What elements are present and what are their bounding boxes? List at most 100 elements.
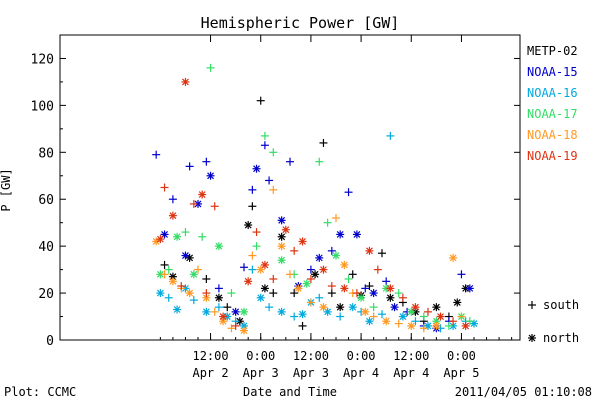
south-point [214, 284, 223, 293]
marker-stroke [315, 254, 323, 262]
south-point [269, 185, 278, 194]
south-point [365, 282, 374, 291]
north-point [336, 230, 345, 239]
north-point [332, 251, 340, 260]
series-noaa-19 [156, 77, 470, 330]
south-point [298, 321, 307, 330]
south-point [394, 289, 403, 298]
north-point [411, 303, 420, 312]
south-point [528, 301, 536, 309]
south-point [327, 289, 336, 298]
south-point [411, 317, 420, 326]
south-point [248, 185, 257, 194]
marker-stroke [353, 230, 361, 238]
marker-stroke [156, 235, 164, 243]
north-point [361, 307, 370, 316]
north-point [390, 303, 399, 312]
north-point [173, 232, 182, 241]
footer-left-label: Plot: CCMC [4, 385, 76, 399]
north-point [336, 303, 345, 312]
marker-stroke [186, 289, 194, 297]
y-tick-label: 40 [38, 240, 54, 255]
marker-stroke [466, 284, 474, 292]
north-point [181, 77, 190, 86]
south-point [252, 228, 261, 237]
chart-title: Hemispheric Power [GW] [201, 14, 400, 32]
south-point [269, 275, 278, 283]
south-point [231, 321, 240, 330]
north-point [240, 326, 248, 335]
x-tick-label-time: 12:00 [393, 349, 429, 363]
legend-north-label: north [543, 331, 579, 345]
north-point [323, 307, 332, 316]
north-point [407, 321, 416, 330]
x-tick-label-date: Apr 2 [192, 366, 228, 380]
marker-stroke [349, 303, 357, 311]
north-point [302, 279, 311, 288]
legend-entry: NOAA-15 [527, 65, 578, 79]
north-point [432, 321, 441, 330]
south-point [323, 218, 332, 227]
north-point [357, 293, 366, 302]
y-tick-label: 100 [31, 99, 54, 114]
marker-stroke [432, 322, 440, 330]
south-point [240, 263, 248, 272]
south-point [260, 131, 269, 140]
south-point [361, 284, 370, 293]
north-point [319, 265, 328, 274]
marker-stroke [240, 327, 248, 335]
south-point [315, 293, 324, 302]
x-tick-label-date: Apr 4 [393, 366, 429, 380]
south-point [449, 317, 458, 326]
south-point [369, 312, 378, 321]
x-tick-label-time: 0:00 [246, 349, 275, 363]
south-point [369, 303, 378, 312]
south-point [327, 246, 336, 255]
marker-stroke [278, 233, 286, 241]
north-point [214, 242, 223, 251]
north-point [252, 164, 261, 173]
plot-axes [59, 34, 521, 341]
marker-stroke [299, 310, 306, 318]
north-point [260, 284, 269, 293]
north-point [202, 307, 211, 316]
south-point [202, 289, 211, 298]
marker-stroke [278, 308, 286, 316]
north-point [198, 190, 207, 199]
south-point [252, 242, 261, 251]
marker-stroke [232, 308, 240, 316]
south-point [194, 265, 202, 274]
legend-entry: NOAA-18 [527, 128, 578, 142]
south-point [214, 303, 223, 312]
marker-stroke [215, 242, 223, 250]
marker-stroke [182, 284, 189, 292]
south-point [286, 270, 294, 279]
south-point [181, 228, 190, 237]
marker-stroke [190, 270, 198, 278]
marker-stroke [386, 284, 394, 292]
north-point [277, 256, 286, 265]
marker-stroke [366, 247, 373, 255]
marker-stroke [336, 303, 344, 311]
north-point [436, 312, 445, 321]
marker-stroke [215, 294, 223, 302]
marker-stroke [432, 303, 440, 311]
marker-stroke [169, 277, 177, 285]
south-point [290, 289, 299, 298]
north-point [214, 293, 223, 302]
south-point [457, 312, 466, 321]
marker-stroke [169, 212, 177, 220]
marker-stroke [437, 313, 444, 320]
marker-stroke [182, 78, 189, 86]
south-point [290, 312, 299, 321]
south-point [160, 183, 169, 192]
north-point [315, 253, 324, 262]
north-point [168, 277, 177, 286]
north-point [365, 246, 374, 255]
marker-stroke [173, 306, 181, 313]
series-noaa-17 [156, 63, 474, 330]
marker-stroke [366, 317, 373, 325]
marker-stroke [462, 322, 470, 330]
north-point [173, 305, 182, 314]
